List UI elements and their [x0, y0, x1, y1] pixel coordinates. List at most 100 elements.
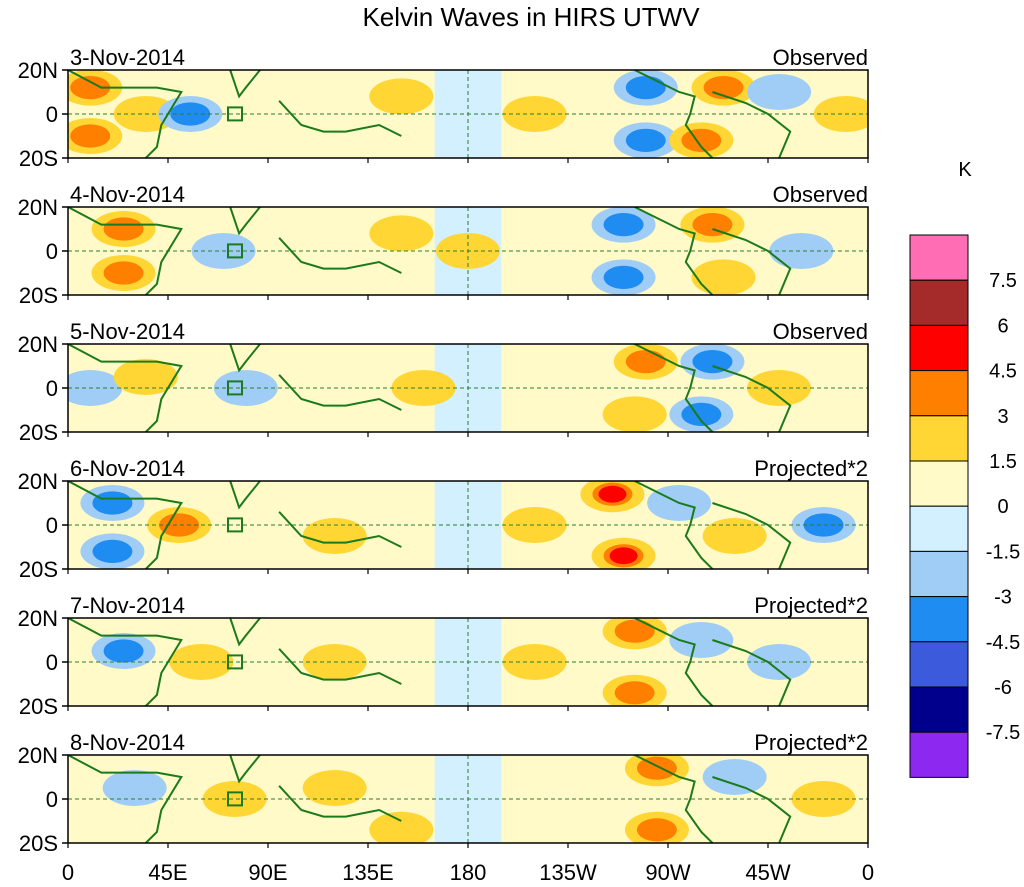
indonesia-coast [278, 374, 402, 411]
y-tick-label: 0 [46, 513, 58, 538]
africa-coast [68, 618, 183, 706]
anomaly-contour [92, 491, 133, 515]
anomaly-contour [753, 77, 806, 107]
y-tick-label: 20N [18, 606, 58, 631]
colorbar-level-label: -4.5 [986, 632, 1020, 654]
anomaly-contour [636, 818, 677, 842]
colorbar-swatch [909, 324, 969, 372]
india-coast [229, 755, 262, 784]
region-box [227, 380, 243, 396]
region-box [227, 654, 243, 670]
indonesia-coast [278, 511, 402, 548]
anomaly-contour [625, 76, 666, 100]
region-box [227, 791, 243, 807]
anomaly-contour [675, 625, 728, 655]
anomaly-contour [753, 373, 806, 403]
figure-title: Kelvin Waves in HIRS UTWV [362, 2, 700, 32]
colorbar-swatch [909, 415, 969, 462]
colorbar-swatch [909, 641, 969, 688]
india-coast [229, 70, 262, 99]
anomaly-contour [692, 213, 733, 237]
region-box [227, 517, 243, 533]
americas-west-coast [634, 70, 714, 158]
anomaly-contour [70, 124, 111, 148]
map-panel-0: 20N 0 20S 3-Nov-2014 Observed [18, 45, 869, 171]
coastlines [68, 70, 792, 158]
anomaly-contour [614, 681, 655, 705]
y-tick-label: 0 [46, 239, 58, 264]
region-box [227, 106, 243, 122]
anomaly-contour [608, 399, 661, 430]
coastlines [68, 481, 792, 569]
x-tick-label: 45E [148, 860, 187, 885]
anomaly-contour [708, 762, 761, 792]
colorbar-swatch [909, 370, 969, 417]
anomaly-contour [603, 265, 644, 289]
anomaly-contour [702, 518, 767, 554]
panel-date: 5-Nov-2014 [70, 319, 185, 344]
colorbar-level-label: 1.5 [989, 451, 1017, 473]
india-coast [229, 481, 262, 510]
y-tick-label: 0 [46, 787, 58, 812]
anomaly-contour [625, 128, 666, 152]
x-tick-label: 135W [539, 860, 597, 885]
anomaly-contour [791, 781, 856, 817]
americas-west-coast [634, 755, 714, 843]
americas-west-coast [634, 207, 714, 295]
anomaly-contour [119, 362, 172, 392]
anomaly-contour [375, 815, 428, 843]
anomaly-contour [92, 539, 133, 564]
anomaly-contour [636, 756, 677, 780]
africa-coast [68, 70, 183, 158]
americas-west-coast [634, 618, 714, 706]
map-panel-3: 20N 0 20S 6-Nov-2014 Projected*2 [18, 456, 869, 582]
anomaly-contour [159, 513, 200, 537]
colorbar-level-label: 7.5 [989, 270, 1017, 292]
americas-east-coast [712, 91, 792, 158]
africa-coast [68, 481, 183, 569]
colorbar-swatch [909, 686, 969, 733]
indonesia-coast [278, 100, 402, 137]
anomaly-field [68, 70, 868, 158]
americas-west-coast [634, 344, 714, 432]
anomaly-contour [819, 99, 868, 129]
indonesia-coast [278, 785, 402, 822]
anomaly-contour [102, 770, 167, 806]
panel-type-label: Projected*2 [754, 730, 868, 755]
y-tick-label: 20S [19, 146, 58, 171]
y-tick-label: 20S [19, 831, 58, 856]
y-tick-label: 20S [19, 557, 58, 582]
map-panel-4: 20N 0 20S 7-Nov-2014 Projected*2 [18, 593, 869, 719]
colorbar-level-label: -6 [994, 677, 1012, 699]
y-tick-label: 20S [19, 420, 58, 445]
y-tick-label: 0 [46, 102, 58, 127]
coastlines [68, 755, 792, 843]
map-panel-1: 20N 0 20S 4-Nov-2014 Observed [18, 182, 869, 308]
panel-type-label: Projected*2 [754, 593, 868, 618]
y-tick-label: 0 [46, 650, 58, 675]
colorbar-level-label: -1.5 [986, 541, 1020, 563]
x-tick-label: 0 [62, 860, 74, 885]
colorbar-swatch [909, 505, 969, 552]
coastlines [68, 207, 792, 295]
colorbar-level-label: 0 [997, 496, 1008, 518]
india-coast [229, 207, 262, 236]
india-coast [229, 618, 262, 647]
anomaly-contour [103, 261, 144, 285]
colorbar-swatch [909, 596, 969, 643]
y-tick-label: 20N [18, 469, 58, 494]
americas-east-coast [712, 502, 792, 569]
panel-date: 7-Nov-2014 [70, 593, 185, 618]
anomaly-contour [681, 402, 722, 426]
region-box [227, 243, 243, 259]
colorbar-swatch [909, 234, 969, 281]
x-tick-label: 0 [862, 860, 874, 885]
anomaly-contour [769, 233, 834, 269]
colorbar-unit: K [958, 159, 972, 181]
y-tick-label: 20N [18, 58, 58, 83]
anomaly-contour [697, 262, 750, 293]
coastlines [68, 344, 792, 432]
colorbar-level-label: 4.5 [989, 361, 1017, 383]
anomaly-contour [202, 781, 267, 817]
anomaly-contour [70, 76, 111, 100]
